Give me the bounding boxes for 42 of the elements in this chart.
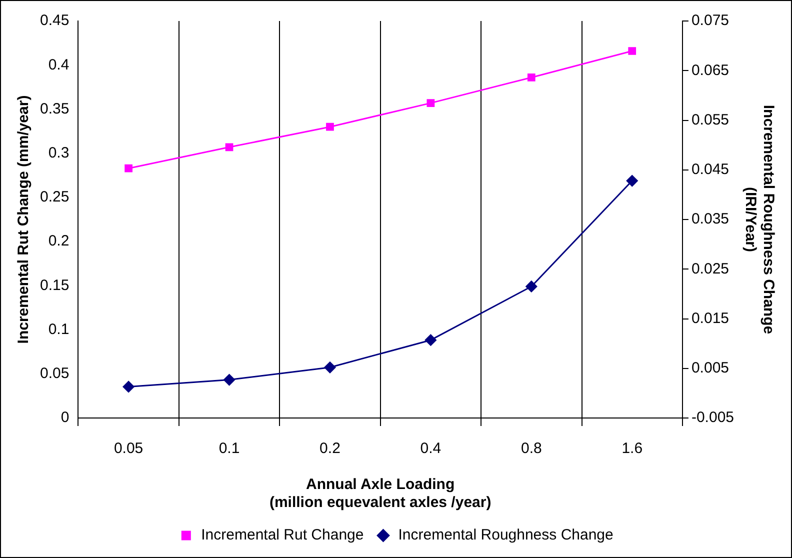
y-axis-title: Incremental Rut Change (mm/year)	[15, 95, 32, 344]
y-tick-label: 0.4	[48, 56, 70, 74]
y-tick-label: 0.25	[40, 188, 70, 206]
y2-tick-label: 0.075	[691, 12, 730, 30]
x-tick-label: 0.4	[420, 440, 442, 458]
y2-tick-label: 0.015	[691, 310, 730, 327]
point	[628, 47, 636, 55]
y-tick-label: 0.1	[48, 320, 70, 338]
point	[626, 175, 638, 187]
point	[527, 74, 536, 82]
y-tick-label: 0.3	[48, 144, 70, 162]
x-tick-label: 0.1	[218, 440, 240, 458]
legend-label: Incremental Roughness Change	[398, 526, 614, 544]
y-tick-label: 0	[60, 409, 70, 426]
y2-tick-label: 0.025	[691, 260, 730, 278]
y2-tick-label: 0.055	[691, 111, 730, 128]
x-tick-label: 0.2	[320, 440, 340, 458]
x-axis-title: Annual Axle Loading (million equevalent axles /year)	[269, 476, 492, 512]
y-tick-label: 0.05	[40, 365, 70, 382]
y2-tick-label: 0.035	[691, 210, 730, 228]
x-tick-label: 1.6	[622, 440, 643, 458]
y-tick-label: 0.2	[48, 232, 70, 250]
point	[526, 280, 538, 292]
point	[326, 122, 334, 131]
y2-tick-label: -0.005	[691, 409, 734, 426]
point	[426, 99, 435, 107]
y2-tick-label: 0.045	[691, 161, 730, 178]
x-tick-label: 0.8	[520, 440, 542, 458]
y2-axis-title: Incremental Roughness Change (IRI/Year)	[742, 104, 777, 334]
point	[225, 143, 234, 152]
y-tick-label: 0.45	[40, 12, 70, 30]
y2-tick-label: 0.005	[691, 360, 730, 377]
y-tick-label: 0.35	[40, 100, 70, 118]
point	[122, 380, 134, 392]
y-tick-label: 0.15	[40, 276, 70, 294]
point	[124, 164, 132, 172]
x-tick-label: 0.05	[114, 440, 144, 458]
point	[224, 374, 236, 386]
y2-tick-label: 0.065	[691, 62, 730, 79]
point	[424, 334, 436, 346]
legend-label: Incremental Rut Change	[201, 526, 364, 544]
point	[324, 362, 336, 374]
